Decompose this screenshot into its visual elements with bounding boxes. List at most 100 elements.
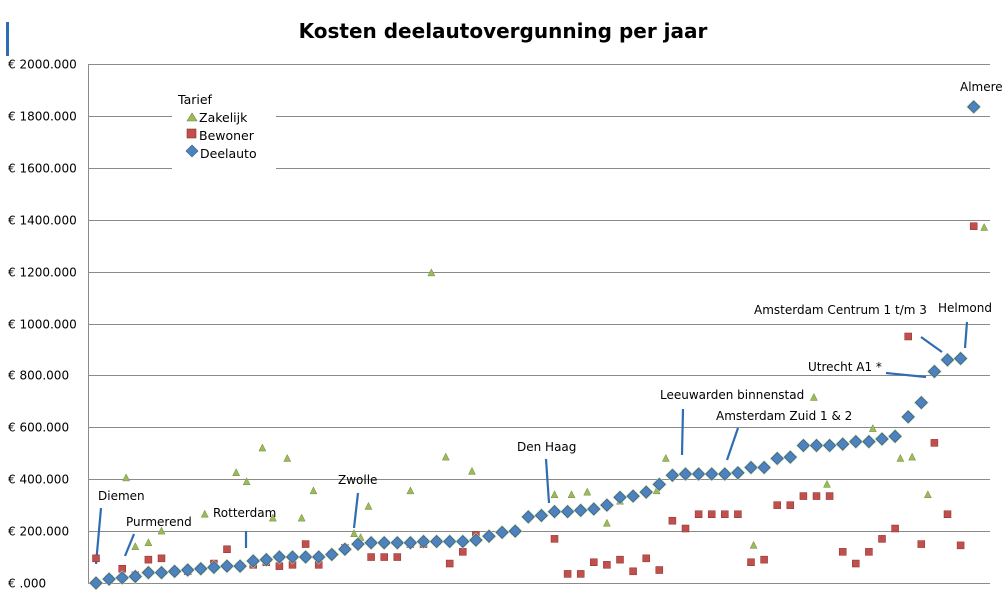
zakelijk-point-2	[131, 542, 140, 550]
annotation-leader-7	[885, 371, 927, 379]
zakelijk-point-32	[908, 452, 917, 461]
bewoner-point-51	[760, 555, 768, 564]
bewoner-point-43	[655, 566, 664, 574]
bewoner-point-46	[694, 510, 703, 518]
bewoner-point-48	[721, 510, 729, 518]
legend-marker-deelauto	[185, 144, 199, 158]
annotation-label-8: Amsterdam Centrum 1 t/m 3	[754, 303, 927, 317]
deelauto-point-47	[705, 467, 719, 481]
deelauto-point-5	[155, 566, 168, 580]
zakelijk-point-11	[297, 513, 306, 522]
deelauto-point-64	[927, 365, 941, 379]
deelauto-point-44	[665, 468, 679, 482]
bewoner-point-44	[668, 516, 677, 525]
deelauto-point-17	[312, 550, 326, 564]
deelauto-point-31	[495, 525, 509, 539]
deelauto-point-66	[954, 352, 968, 366]
zakelijk-point-29	[823, 479, 831, 488]
annotation-leader-6	[725, 427, 740, 461]
zakelijk-point-7	[242, 477, 251, 486]
deelauto-point-65	[941, 353, 954, 367]
bewoner-point-16	[301, 540, 310, 548]
bewoner-point-62	[904, 332, 912, 341]
deelauto-point-48	[718, 467, 732, 481]
zakelijk-point-16	[406, 486, 415, 495]
deelauto-point-51	[757, 461, 771, 475]
bewoner-point-39	[603, 561, 611, 569]
bewoner-point-10	[223, 545, 231, 554]
bewoner-point-40	[616, 555, 624, 564]
deelauto-point-6	[168, 564, 182, 578]
bewoner-point-64	[930, 439, 939, 447]
y-tick-label-7: € 1400.000	[8, 214, 77, 228]
bewoner-point-67	[969, 222, 978, 230]
legend-marker-bewoner	[186, 128, 197, 139]
deelauto-point-21	[364, 536, 378, 550]
bewoner-point-61	[891, 524, 899, 533]
deelauto-point-62	[901, 410, 915, 424]
annotation-leader-9	[963, 321, 969, 349]
deelauto-point-63	[914, 396, 928, 410]
bewoner-point-28	[459, 548, 467, 556]
deelauto-point-14	[272, 550, 286, 564]
zakelijk-point-8	[258, 443, 267, 452]
zakelijk-point-21	[567, 490, 576, 499]
y-axis: € .000 € 200.000 € 400.000 € 600.000 € 800.0…	[8, 58, 89, 591]
deelauto-point-49	[731, 466, 745, 480]
deelauto-point-22	[377, 536, 391, 550]
deelauto-point-26	[430, 534, 444, 548]
zakelijk-point-3	[144, 538, 153, 547]
deelauto-point-55	[810, 438, 823, 452]
bewoner-point-22	[380, 553, 388, 561]
deelauto-point-16	[299, 550, 313, 564]
deelauto-point-50	[744, 461, 758, 475]
zakelijk-point-18	[441, 452, 450, 461]
zakelijk-point-31	[896, 453, 905, 462]
zakelijk-point-9	[268, 513, 277, 522]
deelauto-point-12	[246, 554, 260, 568]
bewoner-point-63	[917, 540, 926, 548]
y-tick-label-10: € 2000.000	[8, 58, 77, 72]
zakelijk-point-12	[309, 486, 318, 495]
zakelijk-point-26	[661, 453, 670, 462]
y-tick-label-5: € 1000.000	[8, 318, 77, 332]
y-tick-label-8: € 1600.000	[8, 162, 77, 176]
deelauto-point-9	[207, 560, 221, 574]
annotation-leader-1	[123, 533, 136, 557]
bewoner-point-66	[956, 541, 965, 550]
deelauto-point-56	[823, 438, 837, 452]
zakelijk-point-10	[283, 453, 292, 462]
zakelijk-point-28	[809, 392, 818, 401]
deelauto-point-46	[692, 467, 706, 481]
annotation-label-6: Amsterdam Zuid 1 & 2	[716, 409, 852, 423]
zakelijk-point-6	[232, 468, 241, 476]
deelauto-point-3	[128, 570, 142, 584]
deelauto-point-33	[521, 510, 535, 524]
deelauto-point-23	[390, 536, 404, 550]
bewoner-point-36	[563, 570, 572, 578]
bewoner-point-56	[825, 492, 834, 500]
corner-marker	[6, 22, 9, 56]
deelauto-point-61	[888, 429, 902, 443]
deelauto-point-4	[141, 566, 155, 580]
zakelijk-point-19	[468, 466, 476, 475]
chart-title: Kosten deelautovergunning per jaar	[299, 19, 708, 43]
bewoner-point-4	[144, 555, 153, 564]
annotation-label-1: Purmerend	[126, 515, 192, 529]
deelauto-point-2	[115, 571, 129, 585]
zakelijk-point-17	[427, 268, 436, 277]
annotation-leader-5	[680, 408, 685, 456]
annotation-label-10: Almere	[960, 80, 1003, 94]
bewoner-point-53	[786, 501, 795, 509]
legend-marker-zakelijk	[186, 112, 198, 122]
deelauto-point-25	[417, 534, 430, 548]
deelauto-point-13	[259, 553, 273, 567]
deelauto-point-37	[574, 503, 588, 517]
zakelijk-point-33	[923, 490, 932, 499]
bewoner-point-52	[773, 501, 781, 509]
deelauto-point-11	[233, 559, 247, 573]
deelauto-point-32	[508, 524, 522, 538]
bewoner-point-58	[852, 559, 860, 568]
y-tick-label-0: € .000	[8, 577, 46, 591]
